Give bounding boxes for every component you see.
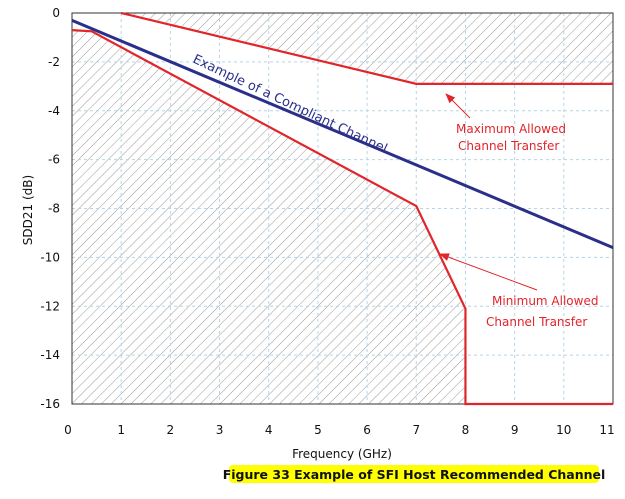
- figure-caption: Figure 33 Example of SFI Host Recommende…: [223, 467, 606, 482]
- series-line-1: [71, 18, 614, 249]
- y-axis-label: SDD21 (dB): [21, 175, 35, 245]
- series-line-0: [120, 11, 613, 85]
- max-forbidden-region: [121, 13, 613, 84]
- x-tick-label: 4: [265, 423, 273, 437]
- x-axis-label: Frequency (GHz): [292, 447, 392, 461]
- min-arrow: [439, 253, 538, 291]
- min-label-1: Minimum Allowed: [492, 294, 598, 308]
- x-tick-label: 8: [462, 423, 470, 437]
- x-tick-label: 11: [599, 423, 614, 437]
- y-tick-label: -6: [48, 153, 60, 167]
- x-tick-label: 1: [117, 423, 125, 437]
- x-tick-label: 7: [412, 423, 420, 437]
- max-label-2: Channel Transfer: [458, 139, 559, 153]
- y-tick-label: -16: [40, 397, 60, 411]
- x-tick-label: 6: [363, 423, 371, 437]
- x-tick-label: 10: [556, 423, 571, 437]
- y-tick-label: -14: [40, 348, 60, 362]
- y-tick-label: -4: [48, 104, 60, 118]
- plot-frame: [71, 12, 614, 405]
- y-tick-label: -8: [48, 202, 60, 216]
- y-tick-label: -2: [48, 55, 60, 69]
- max-label-1: Maximum Allowed: [456, 122, 566, 136]
- x-tick-label: 0: [64, 423, 72, 437]
- max-arrow: [445, 93, 471, 119]
- x-tick-label: 5: [314, 423, 322, 437]
- x-tick-label: 9: [511, 423, 519, 437]
- y-tick-label: 0: [52, 6, 60, 20]
- y-tick-label: -12: [40, 299, 60, 313]
- x-tick-label: 2: [167, 423, 175, 437]
- y-tick-label: -10: [40, 250, 60, 264]
- x-tick-label: 3: [216, 423, 224, 437]
- min-label-2: Channel Transfer: [486, 315, 587, 329]
- caption-highlight: [229, 465, 599, 483]
